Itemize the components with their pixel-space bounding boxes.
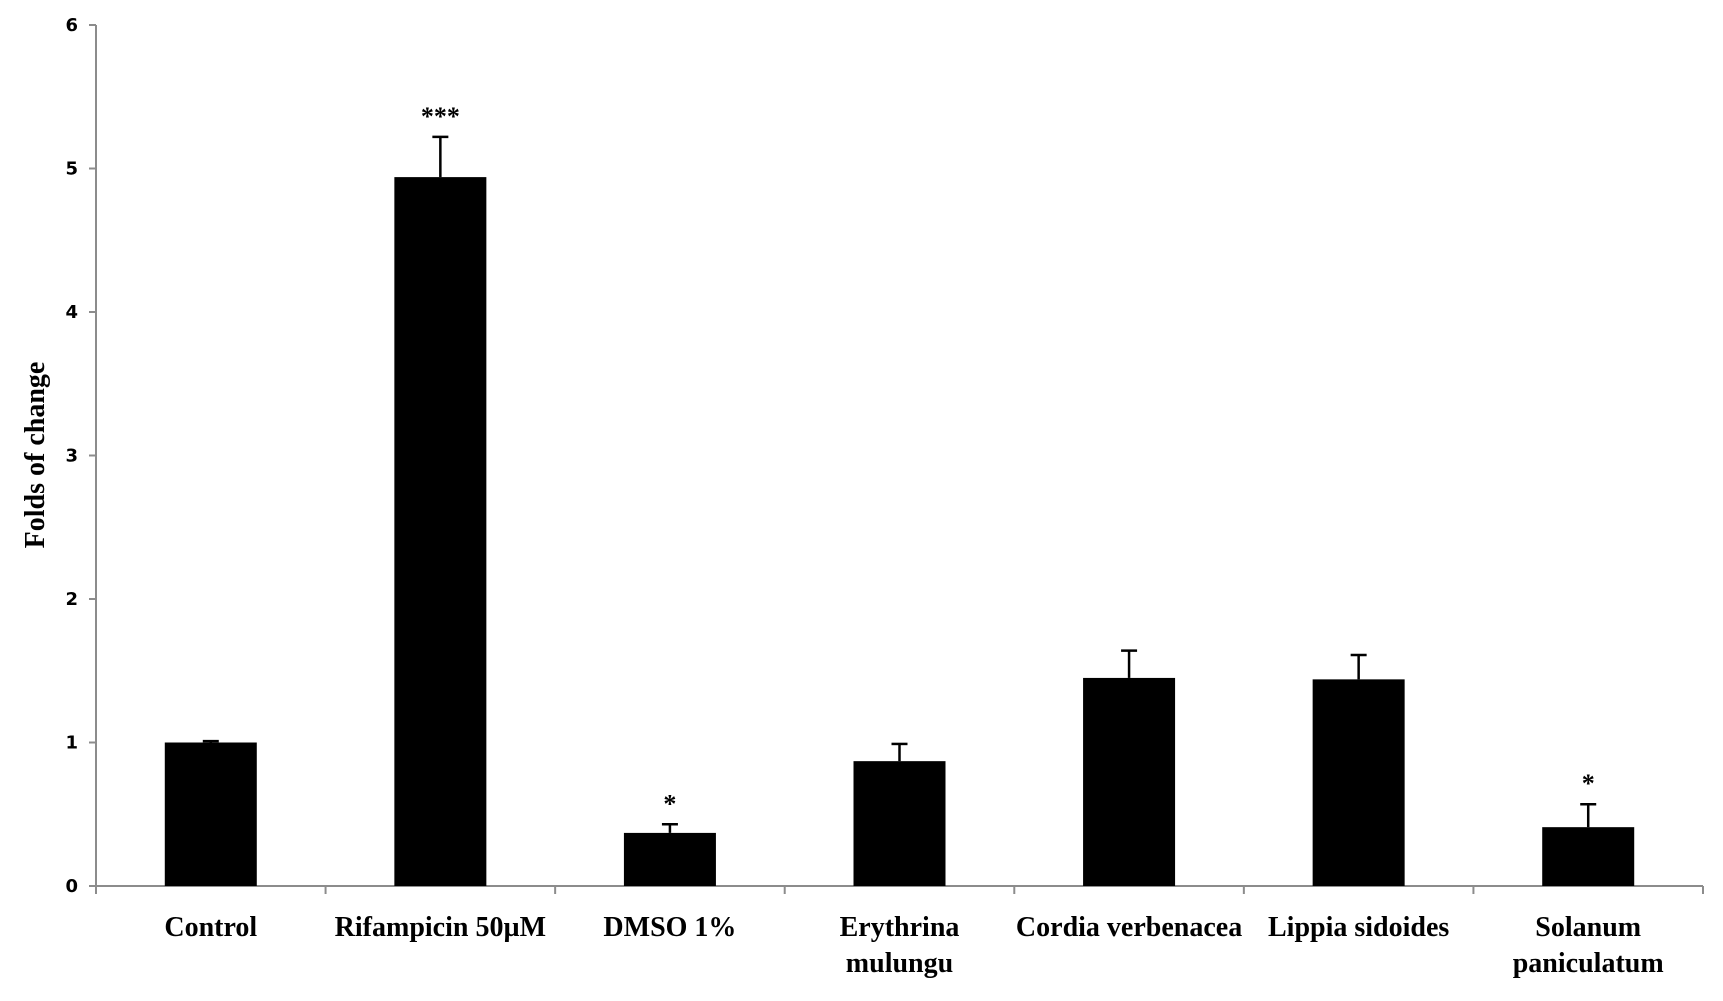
bar <box>1083 677 1176 886</box>
x-tick-label-line: Cordia verbenacea <box>1016 912 1242 943</box>
x-axis <box>95 885 1704 894</box>
y-tick-label: 3 <box>65 446 78 467</box>
significance-label: * <box>1582 769 1595 798</box>
y-tick-label: 1 <box>65 733 78 754</box>
x-tick-label-line: mulungu <box>846 948 953 979</box>
x-tick-label-line: Solanum <box>1535 912 1641 943</box>
y-axis: 0 1 2 3 4 5 6 <box>65 15 97 897</box>
y-tick-label: 5 <box>65 159 78 180</box>
significance-label: *** <box>421 102 460 131</box>
bar <box>853 761 946 886</box>
x-tick-label: Lippia sidoides <box>1268 912 1449 943</box>
bar <box>623 832 716 886</box>
bar <box>394 177 487 887</box>
x-tick-label-line: Erythrina <box>840 912 960 943</box>
x-tick-label: Solanum paniculatum <box>1513 912 1664 979</box>
bar <box>1312 679 1405 886</box>
x-tick-label-line: DMSO 1% <box>603 912 736 943</box>
category-labels: Control Rifampicin 50µM DMSO 1% Erythrina mu… <box>164 912 1663 979</box>
x-tick-label-line: Rifampicin 50µM <box>335 912 546 943</box>
x-tick-label: Erythrina mulungu <box>840 912 960 979</box>
x-tick-label-line: paniculatum <box>1513 948 1664 979</box>
x-tick-label-line: Control <box>164 912 257 943</box>
x-tick-label-line: Lippia sidoides <box>1268 912 1449 943</box>
x-tick-label: DMSO 1% <box>603 912 736 943</box>
y-tick-label: 0 <box>65 876 78 897</box>
y-tick-label: 4 <box>65 302 78 323</box>
bar <box>1542 827 1635 886</box>
y-axis-title: Folds of change <box>20 362 51 549</box>
bars: ***** <box>164 102 1635 887</box>
y-tick-label: 6 <box>65 15 78 36</box>
y-tick-label: 2 <box>65 589 78 610</box>
bar <box>164 742 257 886</box>
x-tick-label: Rifampicin 50µM <box>335 912 546 943</box>
significance-label: * <box>663 789 676 818</box>
x-tick-label: Control <box>164 912 257 943</box>
x-tick-label: Cordia verbenacea <box>1016 912 1242 943</box>
